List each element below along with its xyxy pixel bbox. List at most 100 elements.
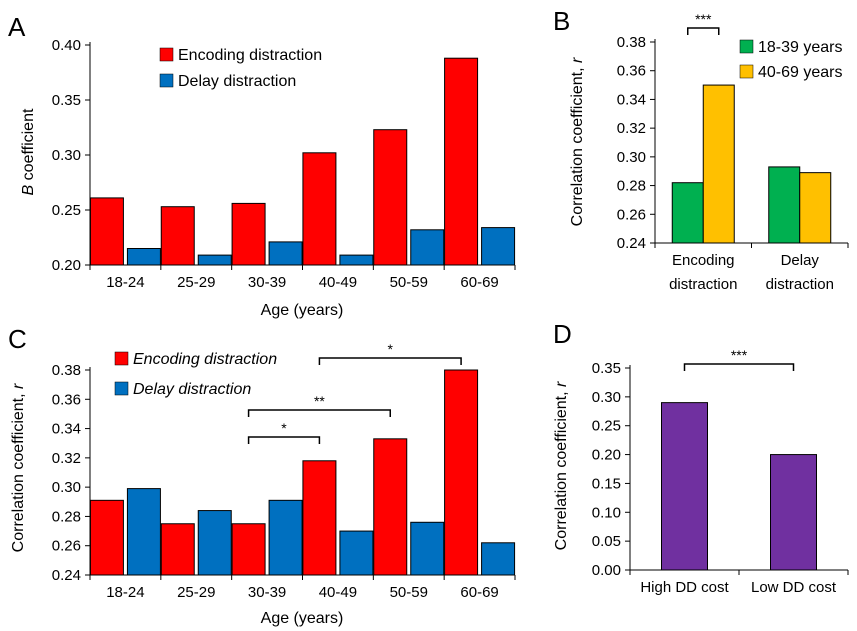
legend-swatch <box>739 39 754 54</box>
y-tick-label: 0.28 <box>617 178 646 195</box>
category-label: Delay <box>781 252 820 269</box>
legend-label: 40-69 years <box>758 64 843 81</box>
legend-swatch <box>114 381 129 396</box>
bar <box>481 227 516 266</box>
y-tick-label: 0.35 <box>592 360 621 377</box>
y-tick-label: 0.35 <box>52 92 81 109</box>
bar <box>770 454 817 571</box>
bar <box>89 197 124 266</box>
bar <box>268 499 303 576</box>
y-tick-label: 0.30 <box>592 389 621 406</box>
panel-d-y-axis-title: Correlation coefficient, r <box>553 381 570 550</box>
y-tick-label: 0.15 <box>592 475 621 492</box>
category-label: 60-69 <box>460 274 498 291</box>
category-label: 30-39 <box>248 584 286 601</box>
panel-a: A B coefficient Age (years) 0.20 0.25 0.30… <box>8 12 516 319</box>
bar <box>160 206 195 266</box>
significance-bracket <box>247 436 321 444</box>
category-label: Low DD cost <box>751 579 837 596</box>
panel-b-y-axis-title: Correlation coefficient, r <box>569 57 586 226</box>
bar <box>799 172 832 244</box>
panel-d-plot: 0.00 0.05 0.10 0.15 0.20 0.25 0.30 0.35 High DD … <box>592 347 849 596</box>
legend-swatch <box>739 64 754 79</box>
category-label: 30-39 <box>248 274 286 291</box>
y-tick-label: 0.36 <box>52 391 81 408</box>
panel-d: D Correlation coefficient, r 0.00 0.05 0.1… <box>553 319 849 596</box>
legend-label: Delay distraction <box>133 381 251 398</box>
significance-bracket <box>247 409 391 417</box>
panel-a-plot: 0.20 0.25 0.30 0.35 0.40 18-24 25-29 30-39 40-49… <box>52 37 516 291</box>
bar <box>481 542 516 576</box>
y-tick-label: 0.20 <box>592 447 621 464</box>
y-tick-label: 0.30 <box>52 147 81 164</box>
y-tick-label: 0.28 <box>52 508 81 525</box>
legend-label: 18-39 years <box>758 39 843 56</box>
category-label: High DD cost <box>640 579 729 596</box>
bar <box>197 254 232 266</box>
significance-bracket <box>683 363 795 371</box>
panel-c: C Correlation coefficient, r Age (years)… <box>8 324 516 627</box>
category-label: 25-29 <box>177 274 215 291</box>
y-tick-label: 0.25 <box>592 418 621 435</box>
y-tick-label: 0.32 <box>617 120 646 137</box>
bar <box>126 488 161 576</box>
y-tick-label: 0.10 <box>592 504 621 521</box>
bar <box>410 521 445 576</box>
panel-a-y-axis-title: B coefficient <box>20 108 37 195</box>
panel-b: B Correlation coefficient, r 0.240.260.2… <box>553 6 849 293</box>
y-tick-label: 0.26 <box>52 538 81 555</box>
category-label: 25-29 <box>177 584 215 601</box>
category-label: 18-24 <box>106 274 144 291</box>
y-tick-label: 0.36 <box>617 63 646 80</box>
bar <box>231 523 266 576</box>
bar <box>768 166 801 244</box>
category-label: Encoding <box>672 252 735 269</box>
y-tick-label: 0.00 <box>592 562 621 579</box>
y-tick-label: 0.30 <box>617 149 646 166</box>
bar <box>671 182 704 244</box>
category-label: 60-69 <box>460 584 498 601</box>
category-label: 40-49 <box>319 274 357 291</box>
significance-label: * <box>281 420 287 436</box>
panel-c-y-axis-title: Correlation coefficient, r <box>10 383 27 552</box>
category-label: 40-49 <box>319 584 357 601</box>
legend-swatch <box>159 47 174 62</box>
y-tick-label: 0.30 <box>52 479 81 496</box>
category-label: 18-24 <box>106 584 144 601</box>
panel-d-letter: D <box>553 319 572 349</box>
bar <box>268 241 303 266</box>
bar <box>702 84 735 244</box>
y-tick-label: 0.34 <box>617 91 646 108</box>
panel-c-x-axis-title: Age (years) <box>261 610 344 627</box>
category-label: distraction <box>766 276 834 293</box>
bar <box>444 57 479 266</box>
bar <box>373 438 408 576</box>
category-label: distraction <box>669 276 737 293</box>
significance-bracket <box>687 27 720 35</box>
bar <box>89 499 124 576</box>
bar <box>126 248 161 266</box>
bar <box>302 152 337 266</box>
legend-label: Encoding distraction <box>178 47 322 64</box>
y-tick-label: 0.32 <box>52 450 81 467</box>
bar <box>444 369 479 576</box>
panel-c-letter: C <box>8 324 27 354</box>
panel-b-letter: B <box>553 6 570 36</box>
significance-label: ** <box>314 393 325 409</box>
significance-label: *** <box>695 11 712 27</box>
y-tick-label: 0.24 <box>52 567 81 584</box>
panel-b-plot: 0.24 0.26 0.28 0.30 0.32 0.34 0.36 0.38 Encoding… <box>617 11 849 293</box>
y-tick-label: 0.05 <box>592 533 621 550</box>
y-tick-label: 0.20 <box>52 257 81 274</box>
panel-a-x-axis-title: Age (years) <box>261 302 344 319</box>
y-tick-label: 0.34 <box>52 421 81 438</box>
y-tick-label: 0.25 <box>52 202 81 219</box>
panel-c-plot: 0.24 0.26 0.28 0.30 0.32 0.34 0.36 0.38 18-24 25-… <box>52 341 516 601</box>
y-tick-label: 0.26 <box>617 206 646 223</box>
significance-label: * <box>388 341 394 357</box>
bar <box>373 129 408 266</box>
legend-swatch <box>159 73 174 88</box>
y-tick-label: 0.24 <box>617 235 646 252</box>
y-tick-label: 0.38 <box>617 34 646 51</box>
